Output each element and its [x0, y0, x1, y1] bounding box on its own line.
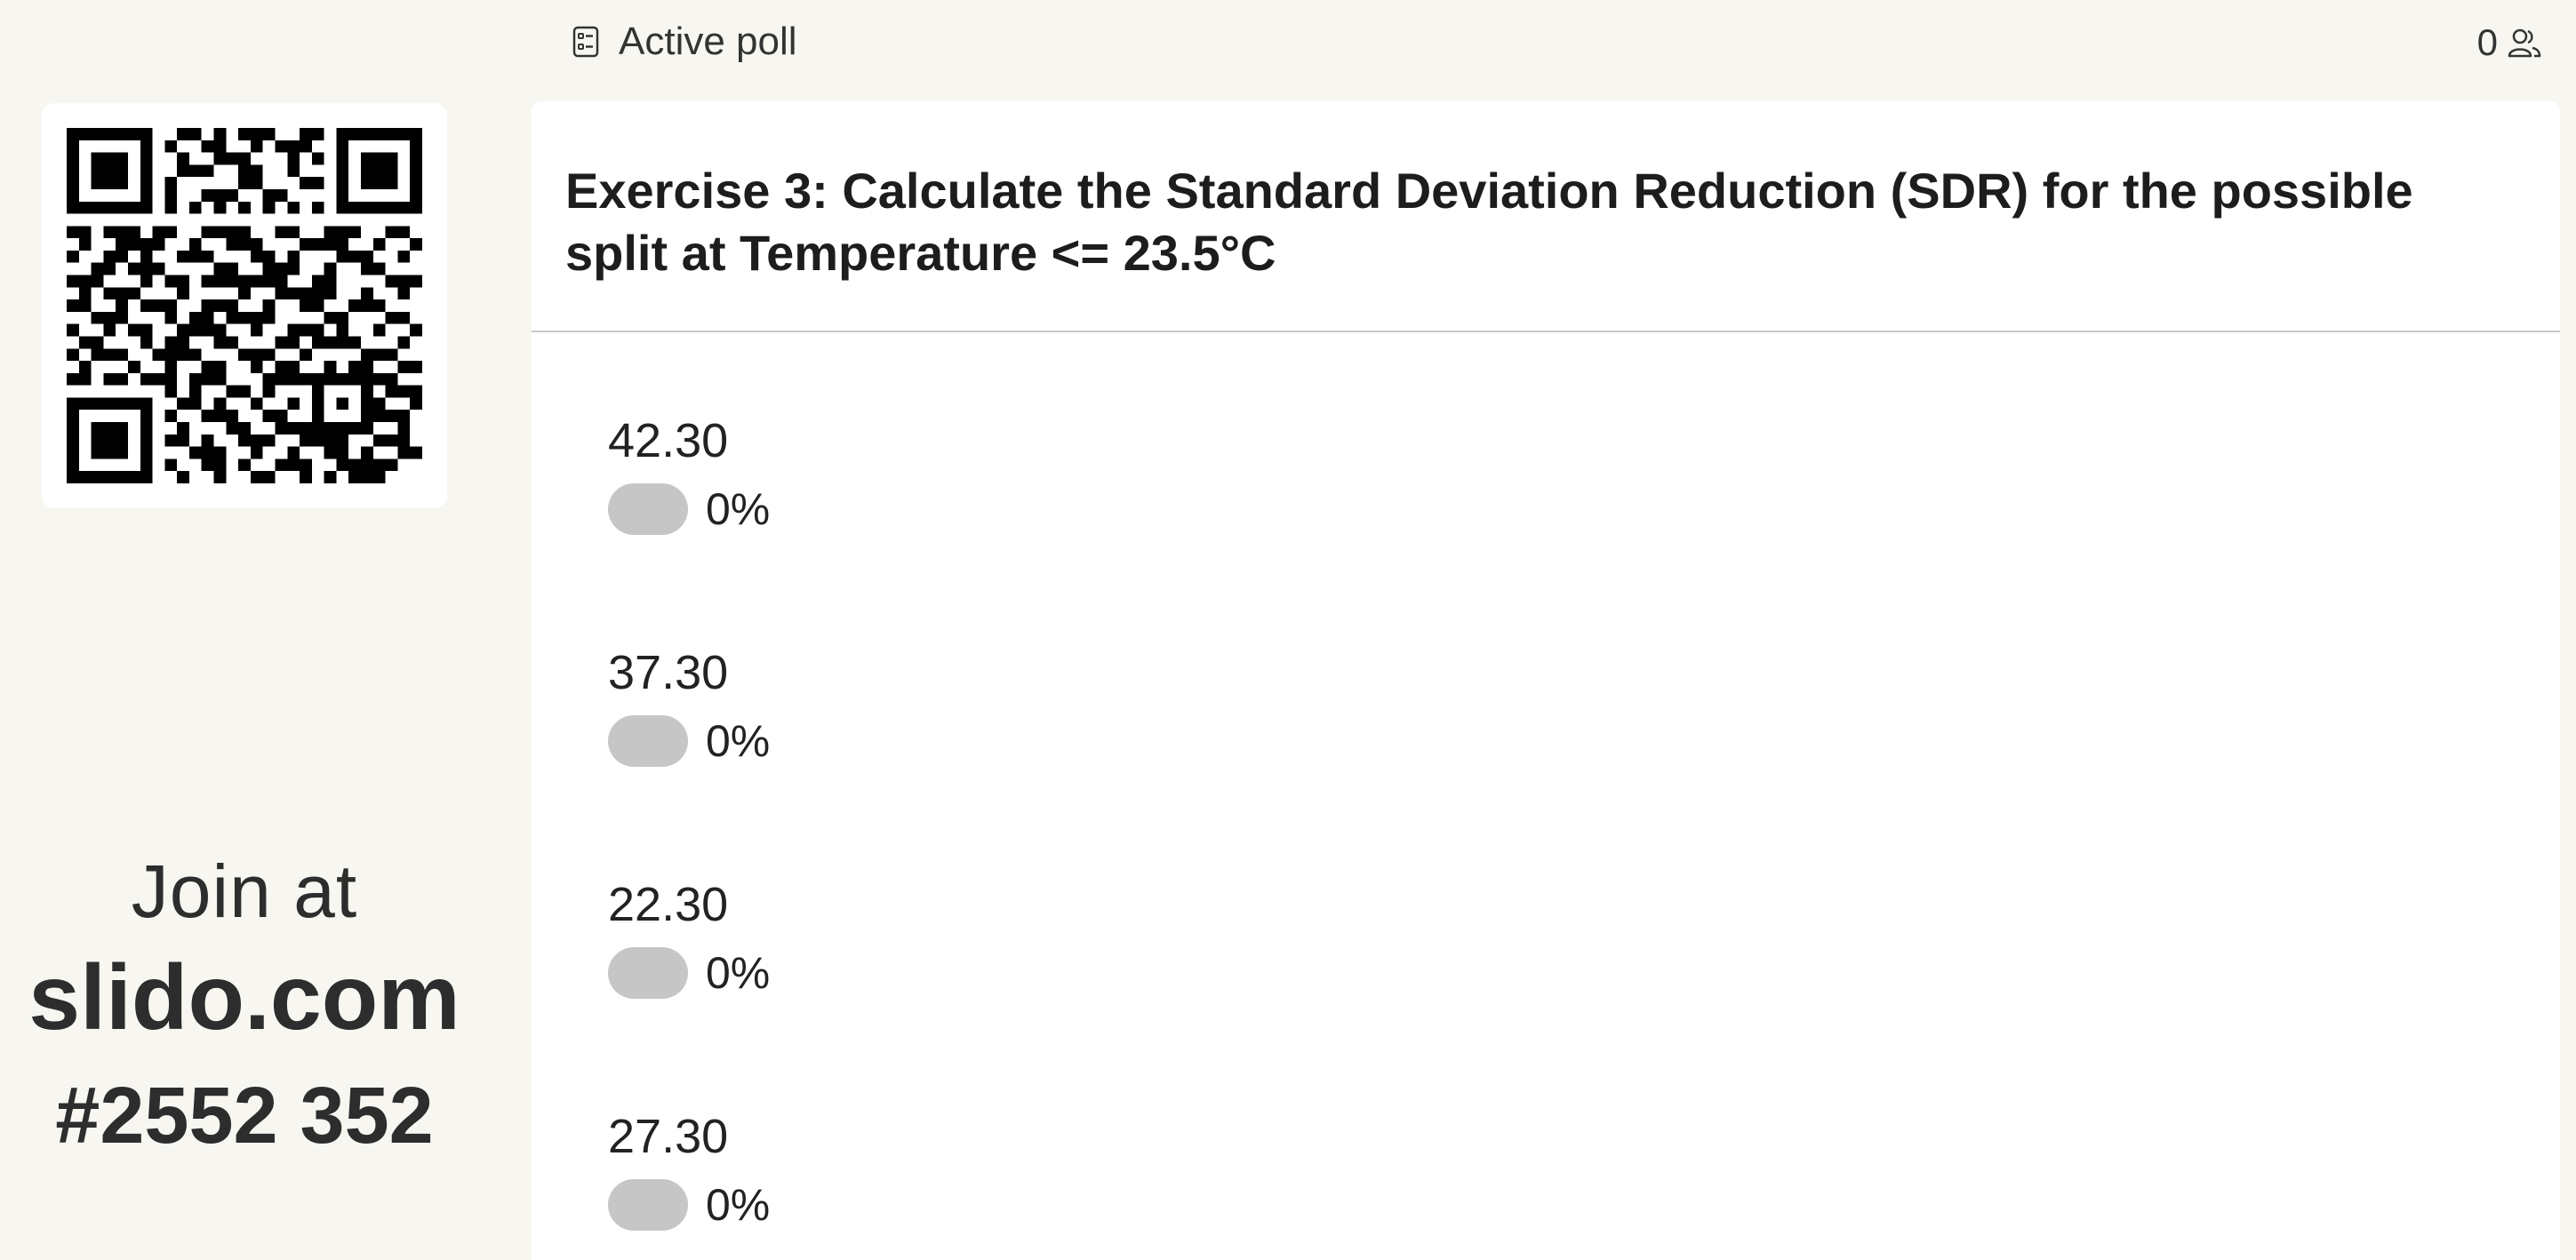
divider	[532, 331, 2560, 332]
result-percent: 0%	[706, 484, 771, 534]
option-label: 42.30	[608, 414, 729, 467]
result-percent: 0%	[706, 948, 771, 998]
participant-counter: 0	[2477, 21, 2542, 64]
poll-option: 37.30 0%	[608, 644, 1141, 786]
option-label: 22.30	[608, 878, 729, 931]
people-icon	[2508, 28, 2541, 58]
result-bar	[608, 1179, 688, 1231]
option-result: 0%	[608, 483, 1141, 535]
join-site: slido.com	[28, 946, 460, 1049]
poll-topbar: Active poll 0	[532, 0, 2542, 89]
participant-count: 0	[2476, 21, 2498, 63]
result-percent: 0%	[706, 1180, 771, 1230]
option-label: 37.30	[608, 646, 729, 699]
qr-code-card	[42, 103, 447, 508]
option-result: 0%	[608, 1179, 1141, 1231]
result-bar	[608, 947, 688, 999]
poll-status: Active poll	[572, 20, 797, 64]
join-instructions: Join at slido.com #2552 352	[0, 844, 489, 1169]
join-sidebar: Join at slido.com #2552 352	[0, 0, 498, 1260]
option-result: 0%	[608, 715, 1141, 767]
result-bar	[608, 483, 688, 535]
poll-option: 22.30 0%	[608, 876, 1141, 1018]
question-title: Exercise 3: Calculate the Standard Devia…	[565, 163, 2413, 281]
option-label: 27.30	[608, 1110, 729, 1163]
poll-card: Exercise 3: Calculate the Standard Devia…	[532, 101, 2560, 1260]
poll-status-label: Active poll	[619, 20, 797, 63]
poll-option: 27.30 0%	[608, 1108, 1141, 1250]
join-at-text: Join at	[131, 849, 358, 933]
qr-code-icon	[67, 128, 422, 483]
poll-option: 42.30 0%	[608, 412, 1141, 554]
event-code: #2552 352	[55, 1072, 434, 1160]
option-result: 0%	[608, 947, 1141, 999]
result-percent: 0%	[706, 716, 771, 766]
poll-list-icon	[572, 26, 599, 58]
result-bar	[608, 715, 688, 767]
